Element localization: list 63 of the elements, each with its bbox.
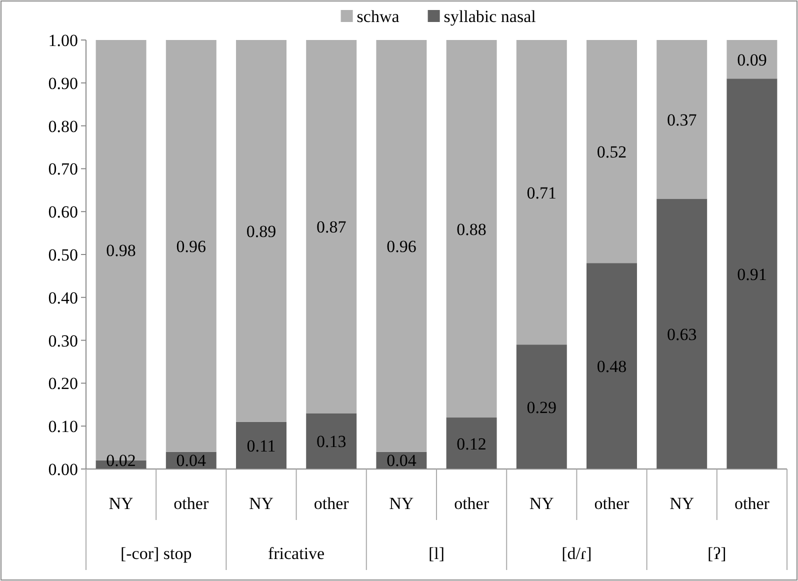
y-tick-label: 0.80 xyxy=(48,116,78,136)
bar xyxy=(516,344,567,469)
data-label: 0.91 xyxy=(737,264,767,284)
x-tick-label: other xyxy=(454,494,490,513)
y-tick-label: 0.70 xyxy=(48,160,78,179)
text: [l] xyxy=(428,544,445,563)
bar xyxy=(166,40,216,452)
x-tick-label: NY xyxy=(670,494,694,513)
x-tick-label: other xyxy=(314,494,350,513)
data-label: 0.09 xyxy=(737,50,767,70)
data-label: 0.13 xyxy=(316,432,346,452)
bar xyxy=(586,263,637,469)
bar xyxy=(516,40,567,345)
bar xyxy=(236,422,286,469)
data-label: 0.11 xyxy=(246,436,276,456)
data-label: 0.87 xyxy=(316,218,347,237)
x-tick-label: NY xyxy=(389,494,414,513)
bar xyxy=(376,40,427,452)
legend-label: syllabic nasal xyxy=(444,7,536,26)
y-tick-label: 1.00 xyxy=(48,31,78,50)
data-label: 0.88 xyxy=(456,220,486,239)
bar xyxy=(306,413,357,469)
data-label: 0.96 xyxy=(176,236,206,256)
y-tick-label: 0.20 xyxy=(48,374,78,394)
data-label: 0.37 xyxy=(666,110,698,130)
y-tick-label: 0.90 xyxy=(48,74,78,93)
x-tick-label: other xyxy=(594,494,630,513)
bar xyxy=(726,40,778,79)
data-label: 0.52 xyxy=(596,142,627,162)
data-label: 0.89 xyxy=(246,222,276,241)
bar xyxy=(306,40,357,414)
bar xyxy=(726,78,778,469)
data-label: 0.98 xyxy=(106,241,136,260)
x-tick-label: NY xyxy=(248,494,274,513)
bar xyxy=(446,418,497,469)
y-tick-label: 0.60 xyxy=(48,202,78,222)
y-tick-label: 0.30 xyxy=(48,331,78,350)
bar xyxy=(656,40,708,199)
data-label: 0.71 xyxy=(526,183,557,202)
y-tick-label: 0.00 xyxy=(48,460,78,479)
data-label: 0.48 xyxy=(596,357,627,376)
bar xyxy=(656,198,708,469)
data-label: 0.29 xyxy=(526,398,557,417)
bar xyxy=(586,40,637,264)
text: [d/ɾ] xyxy=(562,544,592,563)
text: fricative xyxy=(268,544,325,563)
legend-label: schwa xyxy=(356,7,400,26)
x-tick-label: other xyxy=(734,494,770,513)
data-label: 0.04 xyxy=(176,451,207,470)
x-tick-label: other xyxy=(174,494,209,513)
text: [-cor] stop xyxy=(120,544,192,563)
data-label: 0.12 xyxy=(456,434,486,454)
data-label: 0.04 xyxy=(386,451,417,470)
x-tick-label: NY xyxy=(108,494,134,513)
data-label: 0.63 xyxy=(666,324,697,344)
y-tick-label: 0.40 xyxy=(48,288,78,308)
bar xyxy=(236,40,286,422)
x-tick-label: NY xyxy=(529,494,554,513)
data-label: 0.96 xyxy=(386,236,416,256)
y-tick-label: 0.50 xyxy=(48,246,78,264)
y-tick-label: 0.10 xyxy=(48,417,78,436)
text: [ʔ] xyxy=(707,544,726,563)
bar xyxy=(446,40,497,418)
